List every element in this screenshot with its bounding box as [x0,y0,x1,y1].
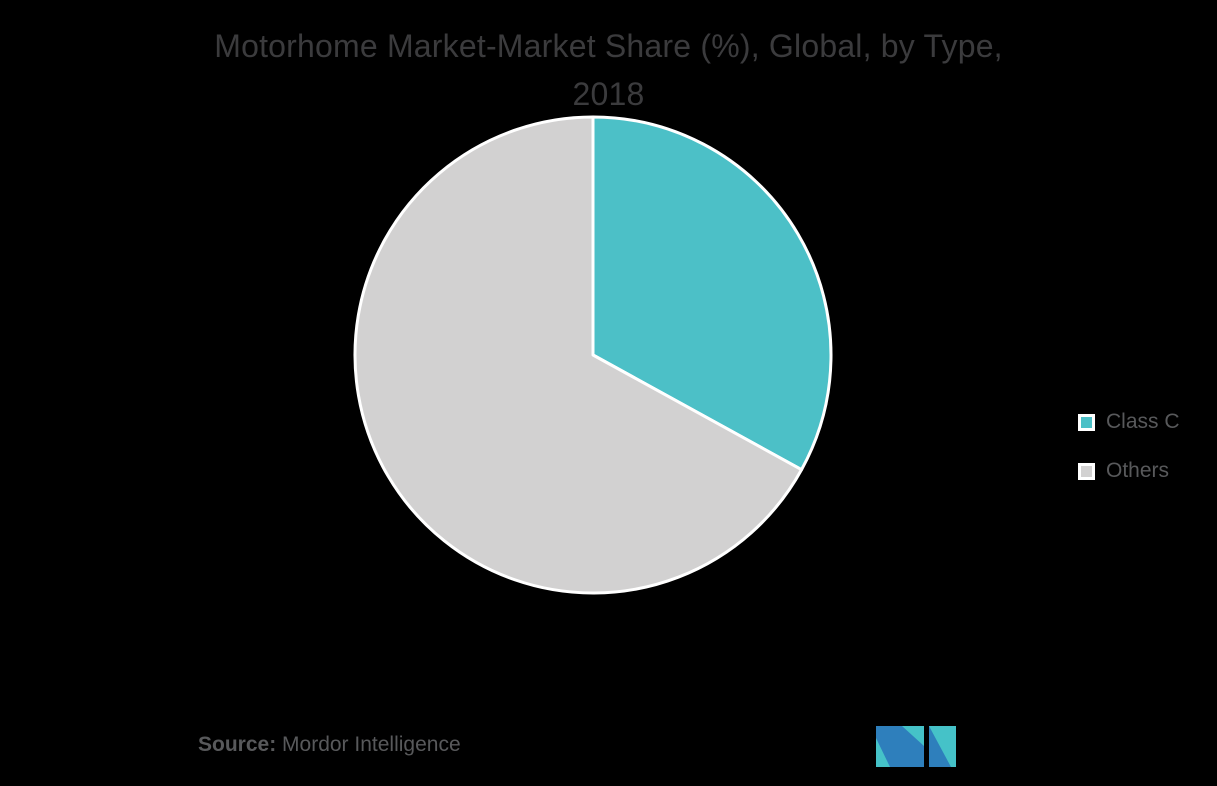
logo-right-blue-shape [929,726,951,767]
chart-title-line1: Motorhome Market-Market Share (%), Globa… [214,28,1003,64]
mordor-intelligence-logo [876,726,956,767]
pie-svg [353,115,833,595]
chart-title-line2: 2018 [572,76,645,112]
legend-item-others: Others [1078,457,1180,485]
legend-label: Class C [1106,410,1180,433]
pie-slice-others [353,115,804,595]
legend-swatch-icon [1078,462,1095,480]
legend-label: Others [1106,459,1170,482]
logo-left-blue-shape [876,726,924,767]
legend-swatch-icon [1078,413,1095,431]
legend: Class C Others [1078,408,1180,506]
pie-slice-class-c [591,115,833,472]
legend-item-class-c: Class C [1078,408,1180,436]
source-name: Mordor Intelligence [282,733,461,756]
source-label: Source: [198,733,277,756]
pie-chart [348,110,838,600]
chart-title: Motorhome Market-Market Share (%), Globa… [0,22,1217,118]
source-line: Source: Mordor Intelligence [198,733,461,757]
